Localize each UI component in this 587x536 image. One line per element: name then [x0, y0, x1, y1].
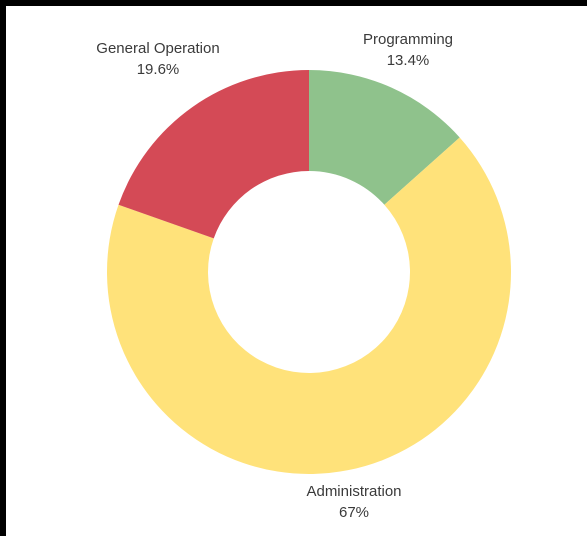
slice-administration [106, 137, 511, 475]
slice-value-label: 19.6% [137, 61, 180, 78]
slice-value-label: 67% [339, 504, 369, 521]
slice-label: General Operation [96, 40, 219, 57]
slice-general-operation [118, 70, 309, 239]
slice-value-label: 13.4% [387, 52, 430, 69]
slice-label: Programming [363, 31, 453, 48]
slice-programming [309, 70, 460, 205]
slice-label: Administration [306, 483, 401, 500]
